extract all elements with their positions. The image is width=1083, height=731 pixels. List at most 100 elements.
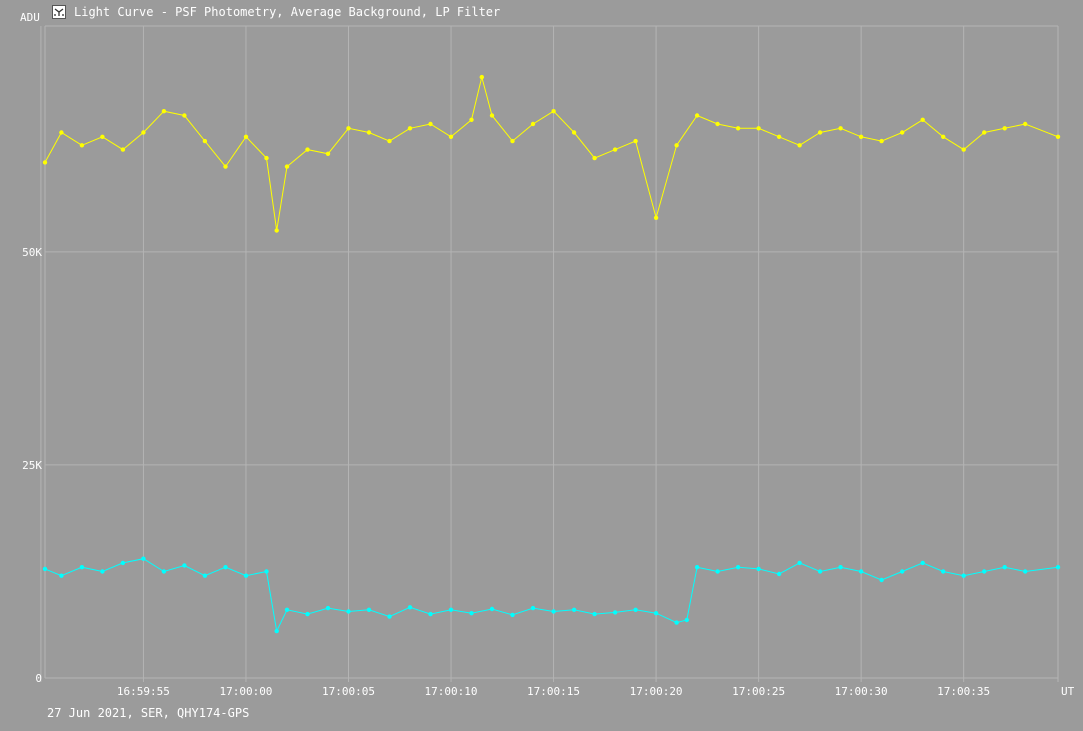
data-point — [305, 611, 310, 617]
data-point — [920, 117, 925, 123]
x-axis-label: UT — [1061, 685, 1075, 698]
data-point — [243, 573, 249, 578]
comparison-star-series — [42, 556, 1061, 634]
data-point — [182, 113, 187, 118]
data-point — [448, 607, 454, 612]
data-point — [42, 566, 48, 572]
x-tick-label: 16:59:55 — [117, 685, 170, 698]
data-point — [407, 605, 413, 610]
title-bar: Light Curve - PSF Photometry, Average Ba… — [52, 3, 500, 21]
data-point — [674, 143, 679, 148]
data-point — [284, 164, 290, 169]
data-point — [141, 556, 146, 561]
y-axis-label: ADU — [20, 11, 40, 24]
data-point — [941, 134, 946, 139]
data-point — [59, 573, 64, 578]
grid-lines — [40, 25, 1059, 682]
data-point — [325, 151, 331, 156]
data-point — [448, 134, 454, 139]
series-layer — [42, 74, 1061, 634]
data-point — [346, 126, 351, 131]
data-point — [715, 121, 720, 127]
y-tick-label: 50K — [22, 246, 42, 259]
data-point — [797, 560, 802, 566]
data-point — [900, 569, 905, 574]
data-point — [551, 109, 556, 114]
data-point — [571, 607, 577, 612]
data-point — [387, 138, 392, 144]
data-point — [366, 607, 372, 612]
data-point — [776, 134, 782, 139]
data-point — [571, 130, 577, 135]
data-point — [120, 147, 126, 152]
data-point — [325, 605, 331, 611]
data-point — [59, 130, 64, 135]
data-point — [961, 147, 966, 152]
data-point — [612, 610, 618, 615]
data-point — [674, 620, 679, 625]
window-title: Light Curve - PSF Photometry, Average Ba… — [74, 5, 501, 19]
data-point — [530, 605, 536, 611]
data-point — [346, 609, 351, 614]
data-point — [243, 134, 249, 139]
data-point — [223, 164, 228, 169]
series-line — [44, 76, 1059, 231]
data-point — [510, 138, 515, 144]
data-point — [489, 606, 495, 612]
data-point — [879, 577, 884, 583]
x-tick-label: 17:00:30 — [835, 685, 888, 698]
data-point — [858, 569, 864, 574]
data-point — [982, 569, 987, 574]
data-point — [1022, 569, 1028, 574]
data-point — [633, 138, 638, 144]
data-point — [161, 109, 167, 114]
data-point — [202, 138, 208, 144]
data-point — [633, 607, 638, 612]
data-point — [428, 121, 433, 127]
data-point — [1055, 565, 1061, 570]
x-tick-label: 17:00:15 — [527, 685, 580, 698]
data-point — [274, 228, 279, 233]
recording-info: 27 Jun 2021, SER, QHY174-GPS — [47, 706, 250, 720]
data-point — [366, 130, 372, 135]
data-point — [838, 126, 843, 131]
data-point — [202, 573, 208, 578]
data-point — [264, 569, 269, 574]
data-point — [797, 143, 802, 148]
data-point — [982, 130, 987, 135]
x-tick-label: 17:00:35 — [937, 685, 990, 698]
data-point — [961, 573, 966, 578]
data-point — [694, 565, 700, 570]
data-point — [1055, 134, 1061, 139]
axes: 0 25K 50K ADU 16:59:55 17:00:00 17:00:05 17:00:… — [20, 11, 1075, 698]
target-star-series — [42, 74, 1061, 233]
data-point — [223, 565, 228, 570]
data-point — [530, 121, 536, 127]
data-point — [735, 565, 741, 570]
data-point — [387, 614, 392, 619]
data-point — [592, 611, 597, 617]
x-tick-label: 17:00:00 — [219, 685, 272, 698]
data-point — [264, 155, 269, 161]
data-point — [1002, 126, 1007, 131]
data-point — [100, 569, 105, 574]
data-point — [489, 113, 495, 118]
data-point — [100, 134, 105, 139]
data-point — [79, 565, 85, 570]
data-point — [407, 126, 413, 131]
x-tick-label: 17:00:20 — [630, 685, 683, 698]
data-point — [941, 569, 946, 574]
y-tick-label: 0 — [35, 672, 42, 685]
data-point — [284, 607, 290, 612]
data-point — [79, 143, 85, 148]
data-point — [551, 609, 556, 614]
x-tick-label: 17:00:25 — [732, 685, 785, 698]
light-curve-app-icon — [52, 5, 66, 19]
data-point — [715, 569, 720, 574]
data-point — [274, 628, 279, 634]
data-point — [510, 612, 515, 618]
data-point — [120, 560, 126, 566]
data-point — [469, 117, 474, 123]
